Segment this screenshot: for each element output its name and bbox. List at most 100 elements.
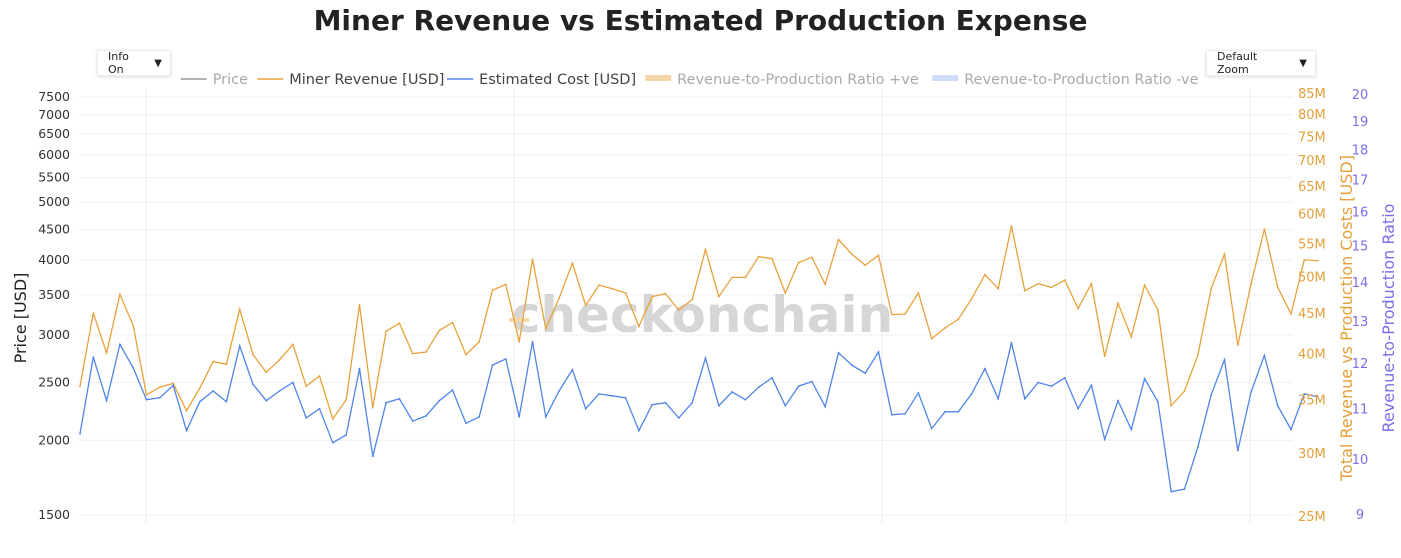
estimated-cost-usd-point (624, 396, 627, 399)
estimated-cost-usd-point (1250, 391, 1252, 393)
miner-revenue-usd-point (677, 309, 680, 311)
zoom-label: Default Zoom (1217, 50, 1258, 76)
miner-revenue-usd-point (119, 293, 121, 296)
price-axis-title: Price [USD] (11, 273, 30, 364)
revenue-tick-label: 60M (1298, 207, 1326, 222)
miner-revenue-usd-point (598, 284, 600, 286)
estimated-cost-usd-point (584, 407, 587, 410)
info-toggle-label: Info On (108, 50, 129, 76)
legend-item[interactable]: Revenue-to-Production Ratio +ve (645, 72, 919, 88)
legend-item[interactable]: Revenue-to-Production Ratio -ve (932, 72, 1199, 88)
ratio-tick-label: 9 (1356, 508, 1364, 523)
estimated-cost-usd-point (757, 386, 760, 389)
miner-revenue-usd-point (997, 287, 1000, 290)
miner-revenue-usd-point (651, 295, 654, 298)
estimated-cost-usd-point (212, 390, 215, 392)
estimated-cost-usd-point (1117, 399, 1119, 402)
miner-revenue-usd-line[interactable] (79, 225, 1318, 421)
miner-revenue-usd-point (811, 256, 813, 259)
estimated-cost-usd-point (1023, 397, 1026, 400)
estimated-cost-usd-point (850, 364, 853, 366)
miner-revenue-usd-point (531, 258, 534, 261)
estimated-cost-usd-point (1037, 381, 1040, 384)
ratio-tick-label: 14 (1352, 276, 1369, 291)
miner-revenue-usd-point (145, 393, 148, 396)
ratio-bands (509, 318, 530, 323)
miner-revenue-usd-point (717, 295, 720, 298)
revenue-axis-title: Total Revenue vs Production Costs [USD] (1337, 155, 1356, 482)
estimated-cost-usd-point (504, 358, 507, 360)
miner-revenue-usd-point (198, 387, 201, 389)
estimated-cost-usd-point (278, 390, 281, 392)
estimated-cost-usd-point (518, 416, 521, 418)
legend-item[interactable]: Price (180, 72, 248, 88)
estimated-cost-usd-point (465, 422, 467, 425)
estimated-cost-usd-line[interactable] (79, 341, 1318, 493)
miner-revenue-usd-point (984, 273, 986, 276)
miner-revenue-usd-point (797, 261, 800, 264)
estimated-cost-usd-point (558, 390, 560, 392)
estimated-cost-usd-point (411, 420, 414, 422)
miner-revenue-usd-point (278, 358, 281, 361)
estimated-cost-usd-point (1290, 428, 1292, 431)
revenue-tick-label: 75M (1298, 130, 1326, 145)
miner-revenue-usd-point (1290, 313, 1292, 315)
estimated-cost-usd-point (611, 394, 614, 397)
miner-revenue-usd-point (850, 253, 853, 256)
estimated-cost-usd-point (265, 399, 268, 402)
price-tick-label: 5500 (38, 169, 70, 184)
estimated-cost-usd-point (198, 400, 201, 403)
miner-revenue-usd-point (904, 313, 906, 315)
estimated-cost-usd-point (598, 393, 600, 395)
estimated-cost-usd-point (1090, 384, 1093, 387)
ratio-tick-label: 18 (1352, 144, 1369, 159)
info-toggle-dropdown[interactable]: Info On ▼ (97, 50, 171, 76)
estimated-cost-usd-point (318, 407, 321, 410)
miner-revenue-usd-point (624, 292, 627, 294)
miner-revenue-usd-point (1143, 284, 1146, 286)
legend-label: Revenue-to-Production Ratio +ve (677, 72, 919, 88)
estimated-cost-usd-point (1210, 393, 1213, 396)
legend-item[interactable]: Estimated Cost [USD] (447, 72, 636, 88)
estimated-cost-usd-point (877, 351, 880, 353)
miner-revenue-usd-point (1050, 286, 1053, 289)
ratio-tick-label: 11 (1352, 403, 1369, 418)
miner-revenue-usd-point (877, 254, 880, 257)
miner-revenue-usd-point (691, 298, 694, 301)
miner-revenue-usd-point (1103, 355, 1106, 358)
zoom-dropdown[interactable]: Default Zoom ▼ (1206, 50, 1316, 76)
miner-revenue-usd-point (491, 289, 494, 291)
miner-revenue-usd-point (292, 343, 294, 346)
miner-revenue-usd-point (305, 385, 308, 388)
estimated-cost-usd-point (744, 398, 747, 401)
miner-revenue-usd-point (79, 385, 81, 388)
price-tick-label: 7500 (38, 89, 70, 104)
legend-label: Estimated Cost [USD] (479, 72, 636, 88)
ratio-band-mark (509, 318, 530, 323)
estimated-cost-usd-point (158, 396, 161, 399)
revenue-tick-label: 50M (1298, 270, 1326, 285)
miner-revenue-usd-point (1316, 259, 1319, 262)
estimated-cost-usd-point (797, 385, 800, 388)
price-tick-label: 6000 (38, 147, 70, 162)
estimated-cost-usd-point (837, 351, 840, 354)
estimated-cost-usd-point (331, 441, 334, 444)
estimated-cost-usd-point (358, 367, 361, 370)
revenue-tick-label: 30M (1298, 447, 1326, 462)
miner-revenue-usd-point (1090, 282, 1093, 285)
miner-revenue-usd-point (1063, 279, 1066, 282)
estimated-cost-usd-point (1263, 354, 1266, 357)
miner-revenue-usd-point (917, 292, 920, 294)
miner-revenue-usd-point (238, 308, 241, 311)
ratio-tick-label: 19 (1352, 115, 1369, 130)
legend-item[interactable]: Miner Revenue [USD] (257, 72, 444, 88)
estimated-cost-usd-point (451, 389, 454, 391)
revenue-tick-label: 80M (1298, 108, 1326, 123)
estimated-cost-usd-point (1063, 376, 1066, 379)
miner-revenue-usd-point (1010, 225, 1013, 228)
legend-swatch (932, 75, 959, 81)
estimated-cost-usd-point (1170, 490, 1173, 493)
estimated-cost-usd-point (944, 410, 946, 413)
miner-revenue-usd-point (1236, 344, 1239, 347)
